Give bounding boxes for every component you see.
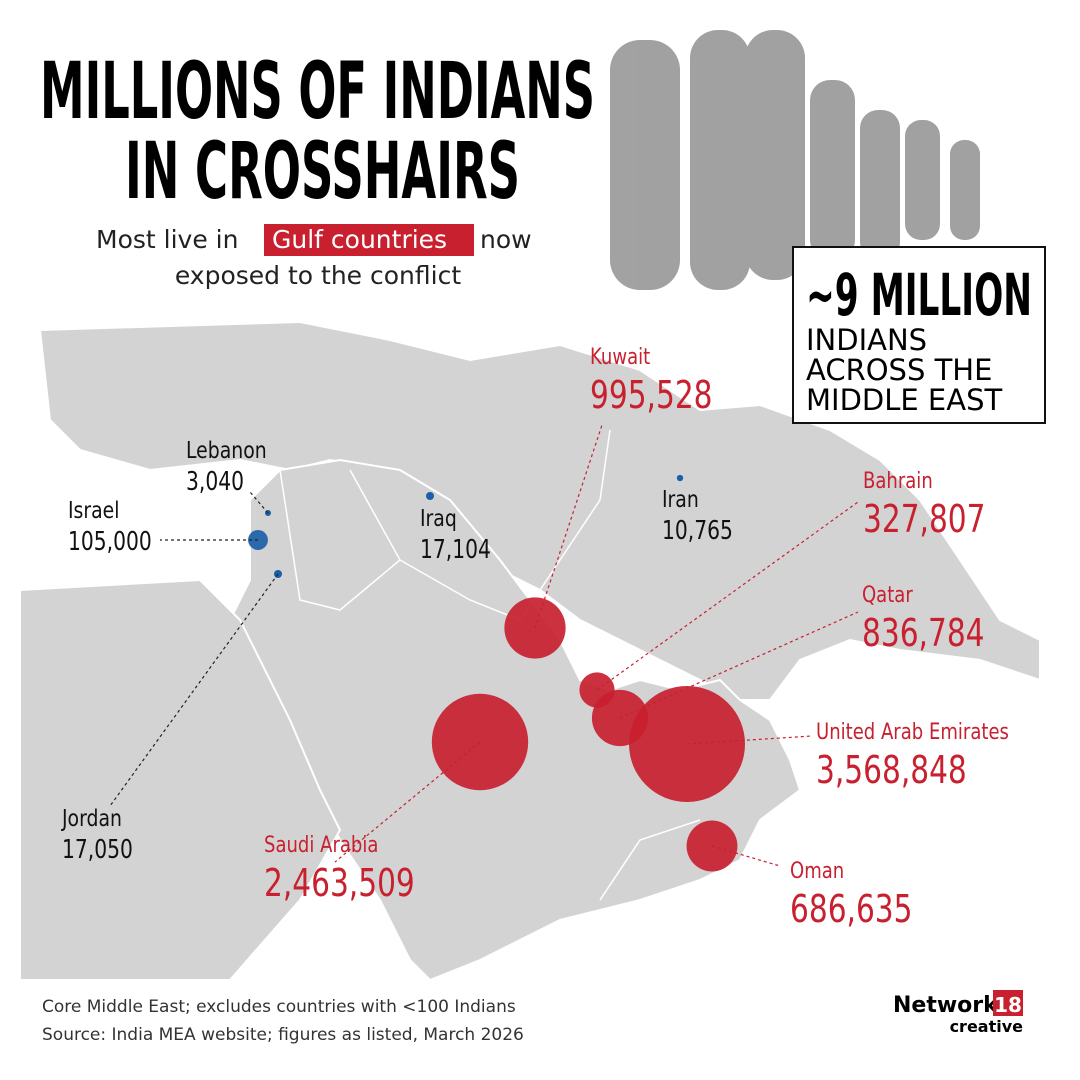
brand-number: 18 — [994, 993, 1022, 1017]
workers-illustration — [610, 30, 980, 290]
highlight-box — [264, 224, 474, 256]
land-africa — [19, 578, 342, 981]
land-north — [38, 320, 1041, 701]
subtitle: now — [480, 225, 532, 254]
border — [279, 469, 401, 611]
subtitle-highlight: Gulf countries — [272, 225, 447, 254]
footnote: Core Middle East; excludes countries wit… — [42, 997, 516, 1017]
country-name: Kuwait — [590, 343, 650, 369]
country-name: Bahrain — [863, 467, 933, 493]
country-value: 836,784 — [862, 611, 985, 656]
figure — [950, 140, 980, 240]
border — [599, 819, 701, 901]
country-name: Saudi Arabia — [264, 831, 378, 857]
brand-badge — [993, 990, 1023, 1016]
callout-line: INDIANS — [806, 323, 927, 357]
country-value: 10,765 — [662, 516, 733, 546]
border — [519, 429, 611, 621]
callout-line: ACROSS THE — [806, 353, 992, 387]
leader-line — [334, 741, 481, 863]
country-value: 327,807 — [863, 497, 986, 542]
figure — [610, 40, 680, 290]
bubble — [676, 474, 684, 482]
title: IN CROSSHAIRS — [125, 127, 520, 217]
country-name: Jordan — [60, 804, 122, 831]
leader-line — [619, 611, 859, 719]
figure — [690, 30, 750, 290]
subtitle: exposed to the conflict — [175, 261, 461, 290]
country-value: 995,528 — [590, 373, 713, 418]
borders — [279, 429, 701, 901]
border — [349, 469, 521, 621]
subtitle: Most live in — [96, 225, 238, 254]
country-name: Iran — [662, 485, 699, 512]
brand: Network — [893, 993, 999, 1018]
country-name: Iraq — [420, 504, 457, 531]
bubble — [425, 491, 435, 501]
title: MILLIONS OF INDIANS — [40, 47, 595, 137]
brand-sub: creative — [950, 1017, 1024, 1036]
callout-line: MIDDLE EAST — [806, 383, 1003, 417]
country-value: 17,050 — [62, 835, 133, 865]
country-value: 2,463,509 — [264, 861, 415, 906]
country-value: 686,635 — [790, 887, 913, 932]
figure — [745, 30, 805, 280]
country-value: 17,104 — [420, 535, 491, 565]
callout-headline: ~9 MILLION — [806, 261, 1032, 329]
country-name: Oman — [790, 857, 844, 883]
figure — [860, 110, 900, 260]
country-name: Lebanon — [186, 436, 267, 463]
country-value: 105,000 — [68, 527, 152, 557]
country-value: 3,568,848 — [816, 748, 967, 793]
country-value: 3,040 — [186, 467, 244, 497]
figure — [810, 80, 855, 260]
figure — [905, 120, 940, 240]
callout-box — [792, 246, 1046, 424]
country-name: Israel — [68, 496, 120, 523]
country-name: Qatar — [862, 581, 913, 607]
labels: Kuwait 995,528 Bahrain 327,807 Qatar 836,784 U… — [60, 343, 1009, 932]
footnote: Source: India MEA website; figures as li… — [42, 1025, 524, 1045]
header: MILLIONS OF INDIANS IN CROSSHAIRS Most l… — [40, 47, 595, 290]
country-name: United Arab Emirates — [816, 718, 1009, 744]
leader-line — [686, 735, 813, 745]
leader-line — [249, 491, 269, 514]
